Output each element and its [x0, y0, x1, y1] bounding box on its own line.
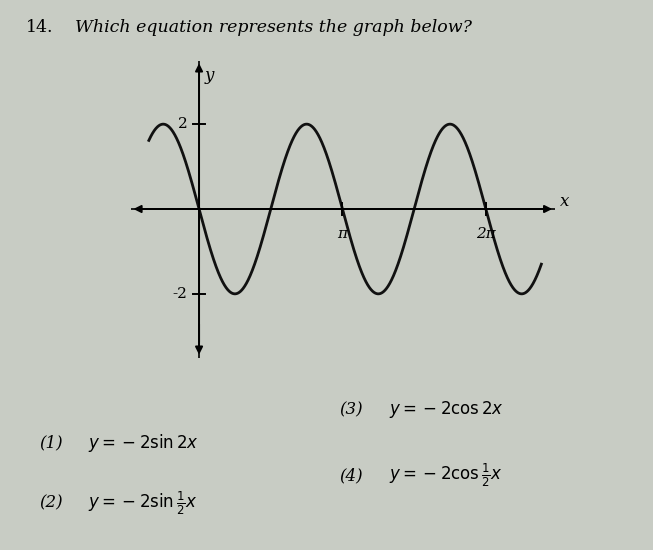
Text: (2): (2) — [39, 495, 63, 512]
Text: $y = -2\cos 2x$: $y = -2\cos 2x$ — [389, 399, 503, 420]
Text: $y = -2\cos \frac{1}{2}x$: $y = -2\cos \frac{1}{2}x$ — [389, 462, 502, 490]
Text: (4): (4) — [340, 468, 363, 484]
Text: -2: -2 — [173, 287, 187, 301]
Text: y: y — [204, 67, 214, 84]
Text: $y = -2\sin 2x$: $y = -2\sin 2x$ — [88, 432, 199, 454]
Text: π: π — [338, 227, 347, 241]
Text: 2π: 2π — [476, 227, 496, 241]
Text: Which equation represents the graph below?: Which equation represents the graph belo… — [75, 19, 472, 36]
Text: 2: 2 — [178, 117, 187, 131]
Text: 14.: 14. — [26, 19, 54, 36]
Text: (1): (1) — [39, 434, 63, 451]
Text: (3): (3) — [340, 402, 363, 418]
Text: x: x — [560, 193, 569, 210]
Text: $y = -2\sin \frac{1}{2}x$: $y = -2\sin \frac{1}{2}x$ — [88, 490, 198, 517]
